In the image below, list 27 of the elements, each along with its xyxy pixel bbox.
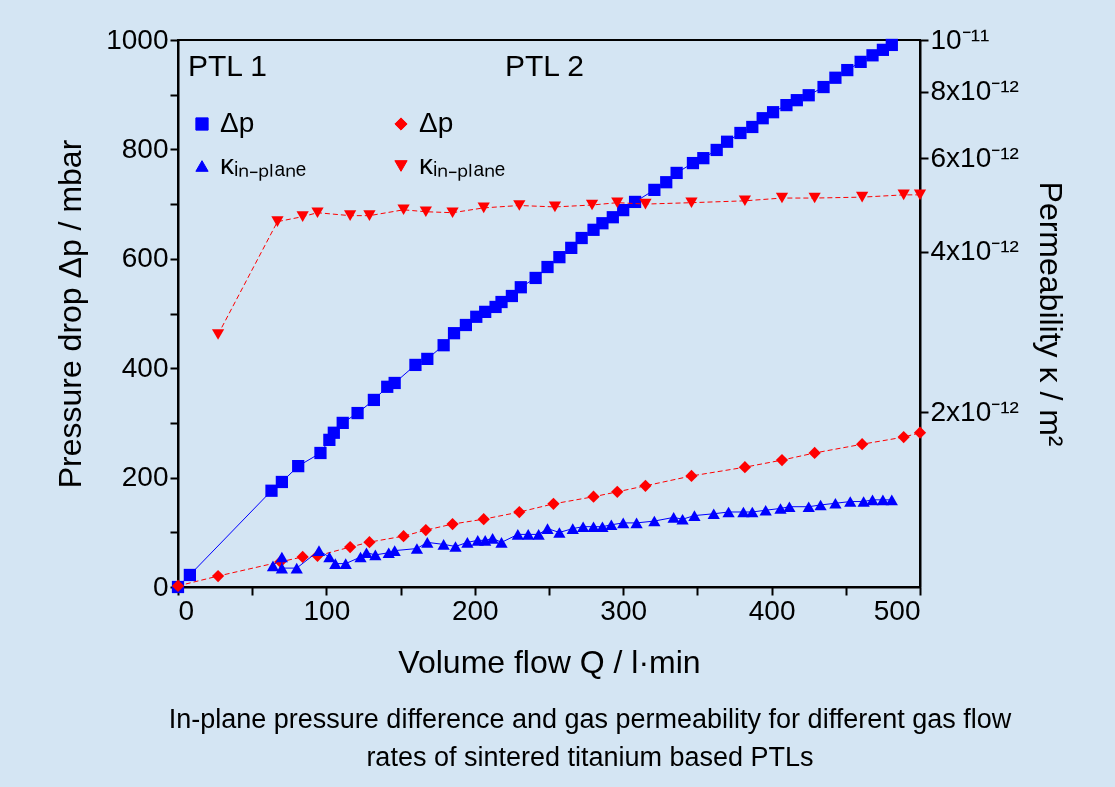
y-tick-label: 200 (121, 461, 169, 493)
x-tick-label: 500 (873, 594, 921, 626)
annotation: PTL 1 (188, 49, 267, 82)
y2-tick-label: 2x10⁻¹² (930, 395, 1019, 427)
x-axis-title: Volume flow Q / l·min (398, 643, 701, 680)
text: In-plane pressure difference and gas permeability for different gas flow rates of sintered titanium based PTLs (167, 703, 1013, 774)
y2-tick-label: 8x10⁻¹² (930, 75, 1019, 107)
legend-label: Δp (419, 107, 454, 138)
y-tick-label: 800 (121, 132, 169, 164)
legend-label: κᵢₙ₋ₚₗₐₙₑ (419, 149, 506, 181)
x-tick-label: 200 (451, 594, 499, 626)
annotation: PTL 2 (505, 49, 584, 82)
legend-label: κᵢₙ₋ₚₗₐₙₑ (220, 149, 307, 181)
y-tick-label: 1000 (106, 23, 169, 55)
y-tick-label: 0 (152, 570, 169, 602)
legend-label: Δp (220, 107, 255, 138)
y2-axis-title: Permeability κ / m² (1032, 181, 1069, 447)
y2-tick-label: 6x10⁻¹² (930, 141, 1019, 173)
y-axis-title: Pressure drop Δp / mbar (52, 139, 89, 489)
y-tick-label: 600 (121, 242, 169, 274)
x-tick-label: 100 (303, 594, 351, 626)
y2-tick-label: 4x10⁻¹² (930, 235, 1019, 267)
y2-tick-label: 10⁻¹¹ (930, 23, 990, 55)
y-tick-label: 400 (121, 351, 169, 383)
x-tick-label: 0 (178, 594, 195, 626)
x-tick-label: 300 (600, 594, 648, 626)
x-tick-label: 400 (748, 594, 796, 626)
